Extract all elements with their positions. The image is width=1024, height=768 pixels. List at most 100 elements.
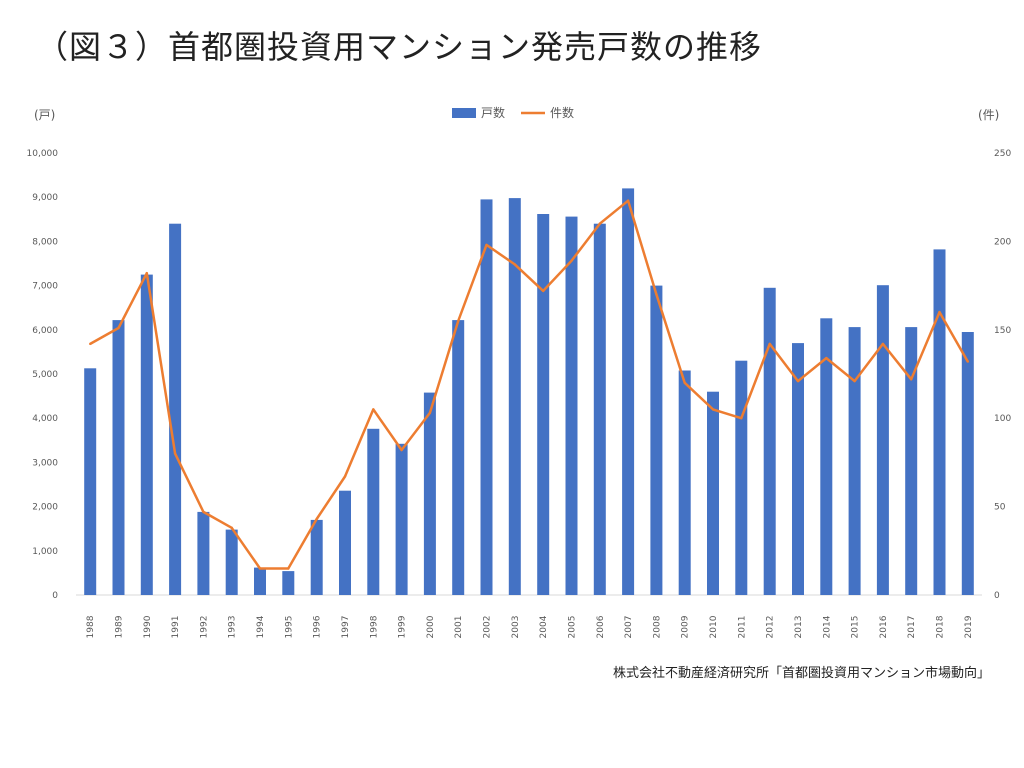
line-point-2000 — [428, 411, 432, 415]
line-point-1994 — [258, 567, 262, 570]
y-tick-right: 250 — [994, 149, 1011, 159]
x-tick-label: 2001 — [454, 616, 464, 639]
x-tick-label: 1992 — [199, 616, 209, 639]
x-tick-label: 2014 — [822, 615, 832, 638]
bar-2000 — [423, 392, 436, 595]
bar-2014 — [820, 318, 833, 595]
x-tick-label: 1996 — [313, 615, 323, 638]
line-point-2011 — [740, 417, 743, 420]
bar-2012 — [763, 287, 776, 595]
bar-1996 — [310, 519, 323, 595]
bar-1993 — [225, 529, 238, 595]
x-tick-label: 1990 — [143, 615, 153, 638]
y-tick-left: 6,000 — [32, 326, 58, 336]
x-tick-label: 2008 — [652, 615, 662, 638]
y-tick-right: 200 — [994, 237, 1011, 247]
line-point-1988 — [89, 342, 92, 346]
x-tick-label: 2018 — [936, 615, 946, 638]
x-tick-label: 2003 — [511, 616, 521, 639]
y-tick-left: 2,000 — [32, 503, 58, 513]
y-tick-left: 3,000 — [32, 458, 58, 468]
line-point-2008 — [655, 293, 658, 296]
line-series-kensu — [89, 199, 969, 570]
line-point-1990 — [145, 272, 148, 275]
y-tick-left: 5,000 — [32, 370, 58, 380]
x-tick-label: 2005 — [567, 616, 577, 639]
x-tick-label: 1989 — [114, 615, 124, 638]
bar-2007 — [622, 188, 635, 595]
bar-2019 — [961, 332, 974, 595]
y-axis-right-unit: (件) — [978, 108, 999, 122]
line-point-1996 — [315, 517, 318, 521]
y-tick-right: 50 — [994, 503, 1006, 513]
line-point-2019 — [966, 360, 969, 363]
x-tick-label: 2002 — [483, 616, 493, 639]
line-point-2003 — [513, 263, 516, 266]
chart-title: （図３）首都圏投資用マンション発売戸数の推移 — [36, 28, 763, 66]
line-point-2012 — [768, 342, 771, 346]
line-point-1998 — [372, 408, 375, 411]
legend-bar-swatch — [452, 108, 476, 118]
line-point-1993 — [230, 526, 233, 529]
bar-1995 — [282, 571, 295, 595]
line-point-2007 — [626, 199, 630, 202]
line-point-1997 — [343, 475, 347, 478]
y-tick-left: 4,000 — [32, 414, 58, 424]
x-tick-label: 2006 — [596, 615, 606, 638]
bar-2010 — [707, 391, 719, 595]
line-point-2013 — [796, 379, 800, 383]
x-tick-label: 2019 — [964, 615, 974, 638]
legend-bar-label: 戸数 — [481, 105, 505, 120]
bar-2002 — [480, 199, 493, 595]
x-tick-label: 2009 — [681, 615, 691, 638]
line-point-1991 — [173, 452, 177, 455]
line-point-1995 — [287, 567, 290, 570]
bar-1997 — [339, 490, 351, 595]
bar-1994 — [254, 567, 266, 595]
x-tick-label: 2013 — [794, 616, 804, 639]
x-tick-label: 1993 — [228, 616, 238, 639]
line-point-2005 — [570, 259, 573, 262]
bar-2004 — [537, 214, 550, 595]
line-point-2017 — [910, 378, 913, 381]
x-tick-label: 1991 — [171, 616, 181, 639]
bar-1989 — [112, 320, 125, 595]
bar-1990 — [140, 274, 153, 595]
y-tick-left: 7,000 — [32, 282, 58, 292]
x-tick-label: 1988 — [86, 615, 96, 638]
bar-2009 — [678, 370, 691, 595]
line-point-2015 — [853, 379, 856, 383]
bar-1998 — [367, 428, 380, 595]
x-tick-label: 2012 — [766, 616, 776, 639]
x-tick-label: 2000 — [426, 615, 436, 638]
y-tick-left: 9,000 — [32, 193, 58, 203]
source-note: 株式会社不動産経済研究所「首都圏投資用マンション市場動向」 — [612, 666, 990, 681]
x-tick-label: 2011 — [737, 616, 747, 639]
line-point-2018 — [938, 310, 941, 314]
bar-2008 — [650, 285, 663, 595]
bar-1992 — [197, 511, 210, 595]
x-tick-label: 1997 — [341, 616, 351, 639]
line-point-1999 — [400, 448, 403, 452]
x-tick-label: 2017 — [907, 616, 917, 639]
bar-2017 — [905, 327, 918, 595]
legend-line-label: 件数 — [550, 105, 574, 120]
x-tick-label: 2015 — [851, 616, 861, 639]
bar-1991 — [169, 223, 182, 595]
bar-2005 — [565, 216, 578, 595]
y-tick-right: 0 — [994, 591, 1000, 601]
bar-2011 — [735, 360, 748, 595]
bar-2001 — [452, 320, 465, 595]
x-tick-label: 1994 — [256, 615, 266, 638]
x-tick-label: 1999 — [398, 615, 408, 638]
x-tick-label: 2016 — [879, 615, 889, 638]
x-tick-label: 1995 — [284, 616, 294, 639]
line-point-2014 — [825, 356, 828, 360]
x-tick-label: 1998 — [369, 615, 379, 638]
y-axis-left-unit: (戸) — [34, 108, 55, 122]
y-tick-left: 10,000 — [27, 149, 59, 159]
bar-2003 — [508, 198, 521, 595]
y-tick-left: 8,000 — [32, 237, 58, 247]
y-tick-left: 0 — [52, 591, 58, 601]
line-point-2016 — [881, 342, 885, 346]
